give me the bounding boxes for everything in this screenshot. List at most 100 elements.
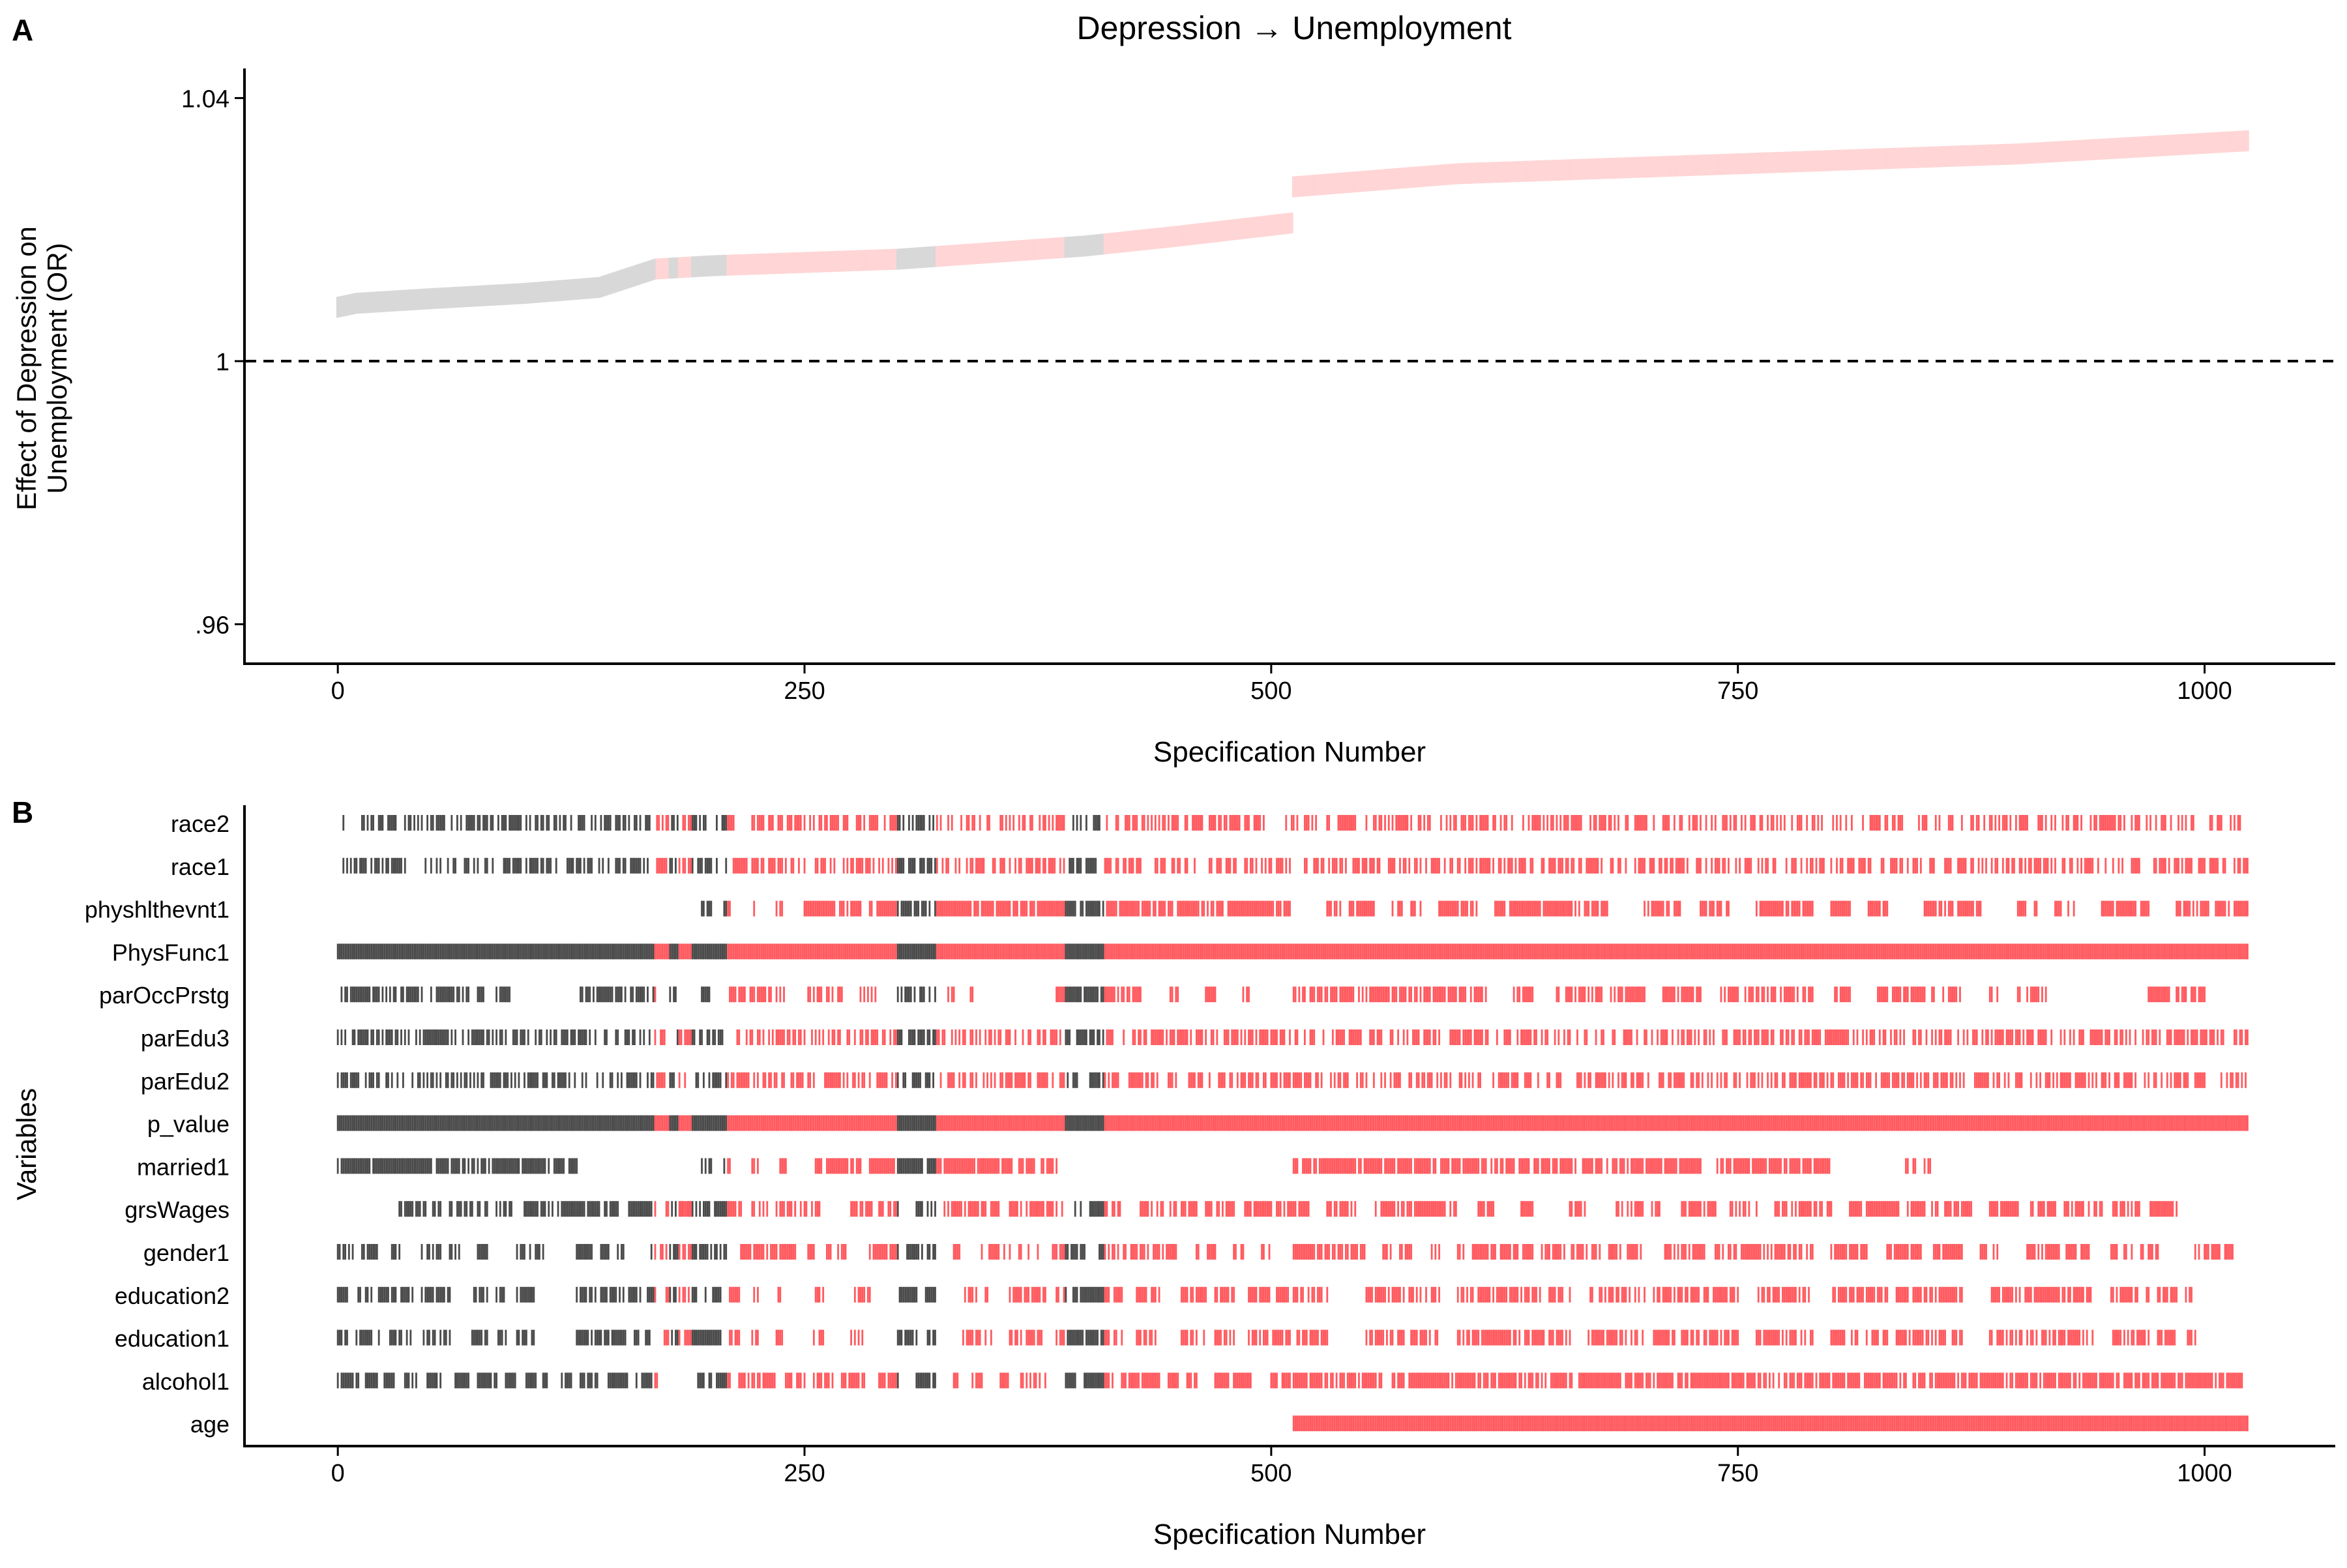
spec-mark-parOccPrstg-41 <box>413 986 415 1002</box>
spec-mark-race2-791 <box>1814 815 1816 831</box>
spec-mark-PhysFunc1-418 <box>1117 943 1119 959</box>
spec-mark-race1-705 <box>1653 858 1655 874</box>
spec-mark-race1-175 <box>664 858 666 874</box>
spec-mark-physhlthevnt1-590 <box>1438 901 1440 917</box>
spec-mark-physhlthevnt1-958 <box>2125 901 2127 917</box>
spec-mark-parEdu3-718 <box>1677 1029 1679 1045</box>
spec-mark-PhysFunc1-57 <box>443 943 445 959</box>
spec-mark-race1-351 <box>992 858 994 874</box>
spec-mark-PhysFunc1-510 <box>1289 943 1291 959</box>
spec-mark-PhysFunc1-146 <box>610 943 612 959</box>
spec-mark-race2-358 <box>1005 815 1007 831</box>
spec-mark-PhysFunc1-406 <box>1095 943 1097 959</box>
spec-mark-parEdu2-246 <box>796 1072 798 1088</box>
spec-mark-parEdu3-457 <box>1190 1029 1192 1045</box>
spec-mark-PhysFunc1-222 <box>751 943 753 959</box>
spec-mark-physhlthevnt1-473 <box>1220 901 1222 917</box>
spec-mark-race1-105 <box>533 858 535 874</box>
spec-mark-PhysFunc1-916 <box>2047 943 2049 959</box>
spec-mark-parEdu2-425 <box>1130 1072 1132 1088</box>
spec-mark-physhlthevnt1-507 <box>1284 901 1286 917</box>
spec-mark-race1-287 <box>873 858 875 874</box>
spec-mark-PhysFunc1-834 <box>1894 943 1896 959</box>
spec-mark-race2-773 <box>1780 815 1782 831</box>
spec-mark-physhlthevnt1-955 <box>2119 901 2121 917</box>
spec-mark-race1-613 <box>1481 858 1483 874</box>
spec-mark-parEdu3-131 <box>582 1029 583 1045</box>
spec-mark-race2-29 <box>391 815 393 831</box>
spec-mark-parOccPrstg-139 <box>597 986 598 1002</box>
spec-mark-race2-319 <box>932 815 934 831</box>
spec-mark-PhysFunc1-114 <box>550 943 552 959</box>
spec-mark-PhysFunc1-343 <box>977 943 979 959</box>
spec-mark-race2-834 <box>1894 815 1896 831</box>
spec-mark-PhysFunc1-672 <box>1591 943 1593 959</box>
spec-mark-physhlthevnt1-785 <box>1803 901 1805 917</box>
spec-mark-race2-911 <box>2037 815 2039 831</box>
spec-mark-race2-579 <box>1418 815 1420 831</box>
spec-mark-parOccPrstg-198 <box>707 986 709 1002</box>
spec-mark-parEdu2-93 <box>510 1072 512 1088</box>
spec-mark-race2-882 <box>1983 815 1985 831</box>
spec-mark-parEdu3-984 <box>2174 1029 2176 1045</box>
spec-mark-PhysFunc1-272 <box>845 943 847 959</box>
spec-mark-PhysFunc1-440 <box>1159 943 1160 959</box>
spec-mark-PhysFunc1-499 <box>1269 943 1271 959</box>
spec-mark-PhysFunc1-354 <box>997 943 999 959</box>
spec-mark-race1-260 <box>822 858 824 874</box>
spec-mark-parOccPrstg-199 <box>709 986 711 1002</box>
spec-mark-PhysFunc1-42 <box>415 943 417 959</box>
spec-mark-parOccPrstg-845 <box>1914 986 1916 1002</box>
spec-mark-parOccPrstg-7 <box>350 986 352 1002</box>
spec-mark-parEdu3-792 <box>1816 1029 1818 1045</box>
spec-mark-physhlthevnt1-530 <box>1326 901 1328 917</box>
spec-mark-PhysFunc1-957 <box>2123 943 2125 959</box>
spec-mark-PhysFunc1-181 <box>675 943 677 959</box>
spec-mark-race1-12 <box>359 858 361 874</box>
spec-mark-physhlthevnt1-946 <box>2103 901 2105 917</box>
spec-mark-parOccPrstg-327 <box>947 986 949 1002</box>
spec-mark-physhlthevnt1-1010 <box>2222 901 2224 917</box>
spec-mark-parOccPrstg-397 <box>1078 986 1080 1002</box>
spec-mark-race2-847 <box>1918 815 1920 831</box>
spec-mark-race2-492 <box>1256 815 1258 831</box>
spec-mark-parOccPrstg-388 <box>1061 986 1063 1002</box>
spec-mark-race2-932 <box>2076 815 2078 831</box>
spec-mark-race1-985 <box>2176 858 2177 874</box>
spec-mark-race1-633 <box>1518 858 1520 874</box>
spec-mark-physhlthevnt1-496 <box>1263 901 1265 917</box>
spec-mark-parOccPrstg-391 <box>1067 986 1069 1002</box>
spec-mark-parEdu3-400 <box>1084 1029 1085 1045</box>
spec-mark-physhlthevnt1-568 <box>1397 901 1399 917</box>
spec-mark-PhysFunc1-308 <box>912 943 914 959</box>
spec-mark-race1-672 <box>1591 858 1593 874</box>
spec-mark-parOccPrstg-535 <box>1336 986 1338 1002</box>
spec-mark-parEdu3-324 <box>942 1029 944 1045</box>
spec-mark-parEdu3-184 <box>681 1029 683 1045</box>
spec-mark-race2-327 <box>947 815 949 831</box>
spec-mark-PhysFunc1-223 <box>753 943 755 959</box>
spec-mark-parOccPrstg-602 <box>1461 986 1463 1002</box>
spec-mark-PhysFunc1-73 <box>473 943 475 959</box>
spec-mark-PhysFunc1-602 <box>1461 943 1463 959</box>
spec-mark-parOccPrstg-782 <box>1797 986 1799 1002</box>
spec-mark-race1-468 <box>1211 858 1213 874</box>
spec-mark-parOccPrstg-998 <box>2200 986 2202 1002</box>
spec-mark-race1-160 <box>636 858 638 874</box>
spec-mark-parOccPrstg-15 <box>365 986 367 1002</box>
spec-mark-physhlthevnt1-408 <box>1099 901 1100 917</box>
spec-mark-PhysFunc1-926 <box>2065 943 2067 959</box>
spec-mark-race2-563 <box>1388 815 1390 831</box>
spec-mark-PhysFunc1-639 <box>1529 943 1531 959</box>
spec-mark-physhlthevnt1-252 <box>807 901 809 917</box>
spec-mark-race2-3 <box>342 815 344 831</box>
spec-mark-PhysFunc1-634 <box>1520 943 1522 959</box>
spec-mark-parOccPrstg-59 <box>447 986 449 1002</box>
spec-mark-physhlthevnt1-292 <box>882 901 884 917</box>
spec-mark-PhysFunc1-116 <box>554 943 555 959</box>
spec-mark-parEdu2-202 <box>714 1072 716 1088</box>
spec-mark-parEdu3-8 <box>352 1029 354 1045</box>
spec-mark-race2-961 <box>2131 815 2133 831</box>
spec-mark-parOccPrstg-11 <box>357 986 359 1002</box>
spec-mark-parEdu3-339 <box>969 1029 971 1045</box>
